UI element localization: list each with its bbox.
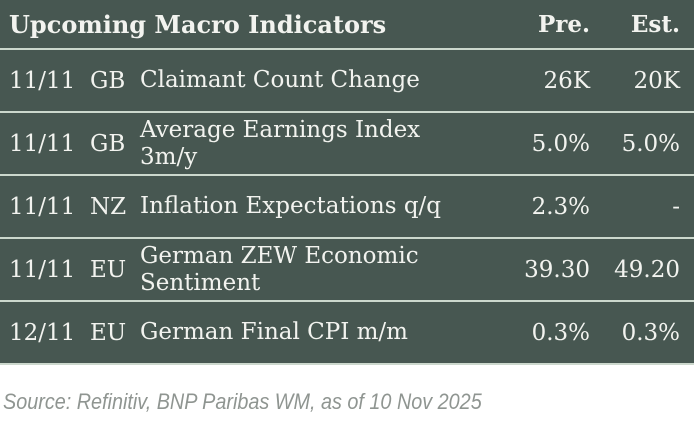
macro-indicators-table: Upcoming Macro Indicators Pre. Est. 11/1… bbox=[0, 0, 694, 365]
source-attribution: Source: Refinitiv, BNP Paribas WM, as of… bbox=[3, 389, 482, 414]
previous-value-cell: 0.3% bbox=[531, 319, 590, 346]
footer: Source: Refinitiv, BNP Paribas WM, as of… bbox=[0, 365, 694, 415]
date-cell: 11/11 bbox=[9, 193, 76, 220]
date-cell: 11/11 bbox=[9, 256, 76, 283]
indicator-cell: Claimant Count Change bbox=[140, 67, 420, 94]
estimate-value-cell: - bbox=[672, 193, 680, 220]
table-row: 11/11 GB Claimant Count Change 26K 20K bbox=[0, 48, 694, 111]
indicator-cell: German ZEW Economic Sentiment bbox=[140, 243, 419, 296]
estimate-value-cell: 0.3% bbox=[621, 319, 680, 346]
table-row: 11/11 GB Average Earnings Index 3m/y 5.0… bbox=[0, 111, 694, 174]
country-cell: GB bbox=[90, 130, 126, 157]
table-row: 11/11 NZ Inflation Expectations q/q 2.3%… bbox=[0, 174, 694, 237]
previous-value-cell: 39.30 bbox=[524, 256, 590, 283]
date-cell: 11/11 bbox=[9, 130, 76, 157]
previous-value-cell: 5.0% bbox=[531, 130, 590, 157]
estimate-value-cell: 5.0% bbox=[621, 130, 680, 157]
previous-value-cell: 2.3% bbox=[531, 193, 590, 220]
indicator-cell: German Final CPI m/m bbox=[140, 319, 408, 346]
country-cell: EU bbox=[90, 256, 127, 283]
date-cell: 12/11 bbox=[9, 319, 76, 346]
previous-value-cell: 26K bbox=[543, 67, 590, 94]
indicator-cell: Inflation Expectations q/q bbox=[140, 193, 442, 220]
country-cell: EU bbox=[90, 319, 127, 346]
table-title: Upcoming Macro Indicators bbox=[9, 9, 387, 39]
estimate-value-cell: 49.20 bbox=[614, 256, 680, 283]
indicator-cell: Average Earnings Index 3m/y bbox=[140, 117, 421, 170]
estimate-value-cell: 20K bbox=[633, 67, 680, 94]
table-row: 11/11 EU German ZEW Economic Sentiment 3… bbox=[0, 237, 694, 300]
country-cell: NZ bbox=[90, 193, 127, 220]
country-cell: GB bbox=[90, 67, 126, 94]
table-body: 11/11 GB Claimant Count Change 26K 20K 1… bbox=[0, 48, 694, 363]
table-row: 12/11 EU German Final CPI m/m 0.3% 0.3% bbox=[0, 300, 694, 363]
column-header-pre: Pre. bbox=[537, 10, 590, 38]
column-header-est: Est. bbox=[630, 10, 680, 38]
table-header-row: Upcoming Macro Indicators Pre. Est. bbox=[0, 0, 694, 48]
date-cell: 11/11 bbox=[9, 67, 76, 94]
